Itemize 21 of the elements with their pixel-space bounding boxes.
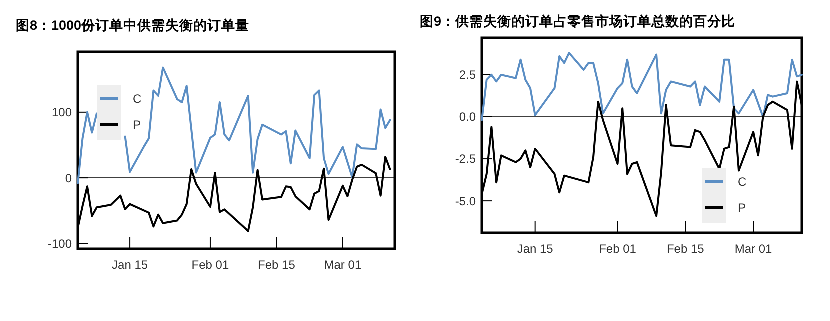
chart-title: 图8：1000份订单中供需失衡的订单量 bbox=[16, 18, 250, 33]
x-tick-label: Jan 15 bbox=[112, 258, 148, 272]
y-tick-label: 100 bbox=[52, 106, 72, 120]
x-tick-label: Feb 15 bbox=[258, 258, 296, 272]
x-tick-label: Jan 15 bbox=[517, 242, 554, 256]
y-tick-label: 0.0 bbox=[459, 110, 476, 124]
y-tick-label: -2.5 bbox=[455, 152, 476, 166]
y-tick-label: 2.5 bbox=[459, 68, 476, 82]
x-tick-label: Feb 01 bbox=[599, 242, 637, 256]
x-tick-label: Feb 01 bbox=[192, 258, 230, 272]
y-tick-label: -100 bbox=[48, 236, 72, 251]
legend-label: C bbox=[133, 92, 142, 106]
x-tick-label: Feb 15 bbox=[666, 242, 705, 256]
y-tick-label: 0 bbox=[65, 171, 72, 186]
x-tick-label: Mar 01 bbox=[734, 242, 773, 256]
legend-label: P bbox=[738, 201, 746, 216]
y-tick-label: -5.0 bbox=[455, 194, 476, 208]
legend-label: P bbox=[133, 118, 142, 132]
legend-label: C bbox=[738, 175, 747, 190]
x-tick-label: Mar 01 bbox=[324, 258, 362, 272]
chart-title: 图9：供需失衡的订单占零售市场订单总数的百分比 bbox=[420, 13, 736, 29]
